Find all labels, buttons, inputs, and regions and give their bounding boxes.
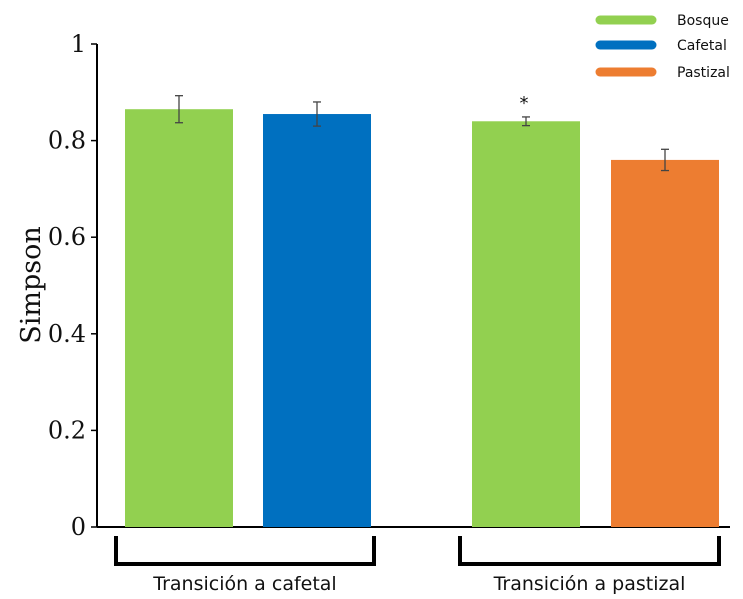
y-tick-label: 0 [71, 513, 86, 541]
bar-bosque [125, 109, 233, 527]
group-bracket [458, 536, 721, 566]
legend: Bosque Cafetal Pastizal [595, 13, 730, 81]
bar-pastizal [611, 159, 719, 528]
legend-label: Pastizal [677, 65, 730, 81]
legend-label: Cafetal [677, 38, 727, 54]
group-label: Transición a cafetal [152, 573, 336, 595]
y-tick-label: 0.6 [48, 223, 86, 251]
bars: * [125, 93, 719, 528]
group-bracket [114, 536, 376, 566]
group-label: Transición a pastizal [493, 573, 686, 595]
y-axis-label: Simpson [16, 226, 47, 344]
y-tick-label: 0.4 [48, 320, 86, 348]
legend-label: Bosque [677, 13, 729, 29]
y-tick-label: 0.8 [48, 127, 86, 155]
bar-bosque [472, 121, 580, 527]
bar-cafetal [263, 114, 371, 527]
group-brackets: Transición a cafetal Transición a pastiza… [114, 536, 721, 595]
y-tick-label: 0.2 [48, 416, 86, 444]
y-tick-label: 1 [71, 30, 86, 58]
significance-marker: * [520, 93, 529, 114]
